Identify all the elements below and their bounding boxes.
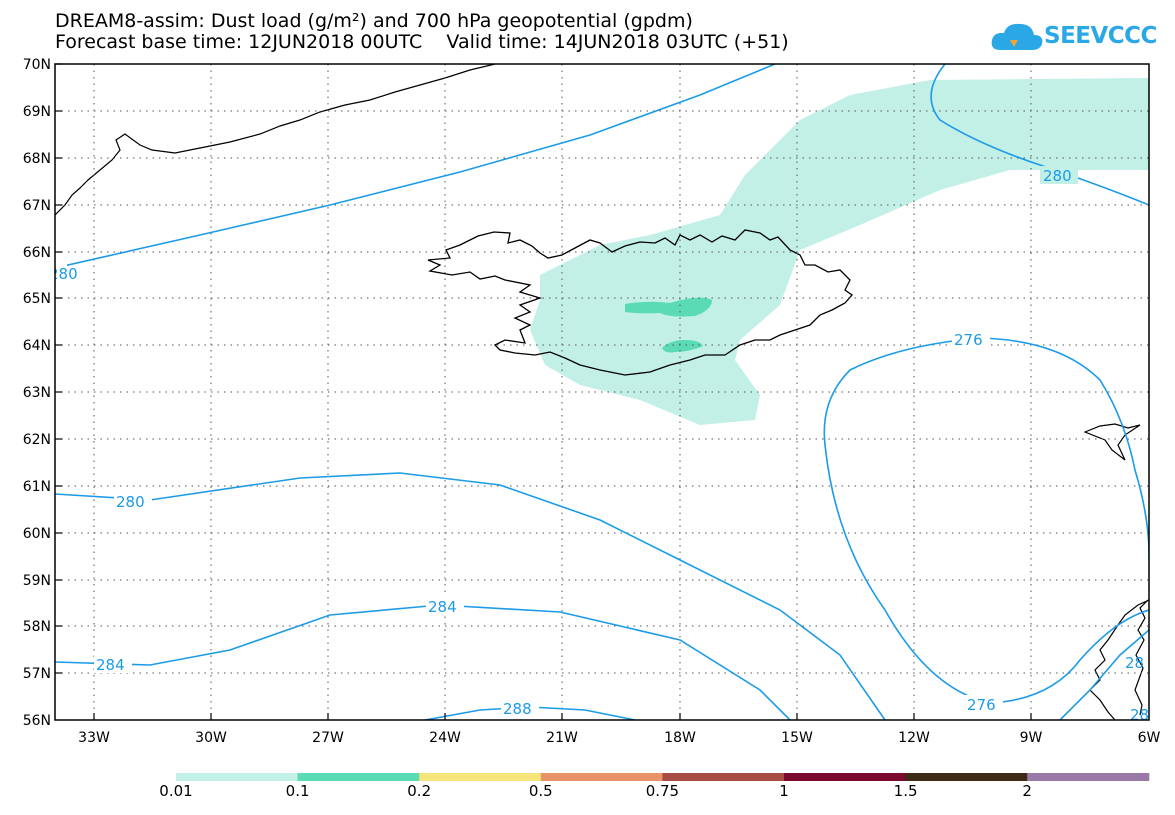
- dust-plume-light: [530, 78, 1149, 425]
- lon-label: 21W: [546, 730, 578, 746]
- contour-276: [823, 337, 1149, 704]
- grid: [55, 64, 1149, 720]
- colorbar-label: 1.5: [893, 782, 918, 800]
- iceland-coastline: [427, 229, 853, 376]
- lon-label: 12W: [898, 730, 930, 746]
- lat-label: 67N: [23, 198, 51, 214]
- lon-label: 18W: [664, 730, 696, 746]
- lat-label: 57N: [23, 666, 51, 682]
- lat-label: 70N: [23, 57, 51, 73]
- norway-coastline: [1089, 599, 1149, 720]
- contour-276-east: [1059, 629, 1149, 720]
- logo-text: SEEVCCC: [1044, 23, 1157, 49]
- latitude-labels: 70N 69N 68N 67N 66N 65N 64N 63N 62N 61N …: [23, 57, 51, 729]
- contour-label: 284: [96, 656, 125, 674]
- colorbar-label: 0.1: [285, 782, 310, 800]
- greenland-coastline: [55, 64, 496, 216]
- contour-280-north: [55, 64, 776, 269]
- contour-label: 284: [428, 598, 457, 616]
- contour-label: 28: [1130, 706, 1149, 724]
- contour-label: 276: [967, 696, 996, 714]
- dust-patch-medium: [662, 340, 703, 353]
- colorbar-label: 0.01: [159, 782, 193, 800]
- lon-label: 24W: [429, 730, 461, 746]
- lat-label: 60N: [23, 526, 51, 542]
- colorbar-label: 0.75: [645, 782, 680, 800]
- lon-label: 6W: [1138, 730, 1161, 746]
- colorbar-swatch: [540, 773, 663, 781]
- map-subtitle: Forecast base time: 12JUN2018 00UTC Vali…: [55, 31, 789, 53]
- colorbar-swatch: [662, 773, 785, 781]
- longitude-labels: 33W 30W 27W 24W 21W 18W 15W 12W 9W 6W: [78, 730, 1160, 746]
- lat-label: 65N: [23, 291, 51, 307]
- colorbar-label: 2: [1022, 782, 1032, 800]
- contour-label: 280: [1043, 167, 1072, 185]
- contour-label: 276: [954, 331, 983, 349]
- contour-label: 280: [116, 493, 145, 511]
- lon-label: 33W: [78, 730, 110, 746]
- map-title: DREAM8-assim: Dust load (g/m²) and 700 h…: [55, 10, 693, 32]
- contour-280-south: [55, 472, 886, 720]
- lat-label: 68N: [23, 151, 51, 167]
- lat-label: 69N: [23, 104, 51, 120]
- lat-label: 61N: [23, 479, 51, 495]
- lon-label: 9W: [1020, 730, 1043, 746]
- colorbar: [176, 773, 1150, 781]
- lon-label: 15W: [781, 730, 813, 746]
- lat-label: 62N: [23, 432, 51, 448]
- contour-label: 28: [1125, 654, 1144, 672]
- colorbar-swatch: [905, 773, 1028, 781]
- colorbar-swatch: [176, 773, 299, 781]
- colorbar-label: 1: [779, 782, 789, 800]
- contour-280-northeast: [930, 64, 1149, 206]
- lat-label: 56N: [23, 713, 51, 729]
- colorbar-swatch: [419, 773, 542, 781]
- dust-patch-medium: [625, 297, 712, 317]
- colorbar-label: 0.2: [407, 782, 432, 800]
- colorbar-swatch: [1027, 773, 1150, 781]
- contour-label: 288: [503, 700, 532, 718]
- lon-label: 30W: [195, 730, 227, 746]
- contour-label: 280: [49, 265, 78, 283]
- lat-label: 64N: [23, 338, 51, 354]
- lat-label: 58N: [23, 619, 51, 635]
- axis-ticks: [55, 63, 1032, 720]
- colorbar-swatch: [297, 773, 420, 781]
- colorbar-label: 0.5: [528, 782, 553, 800]
- cloud-icon: [991, 23, 1043, 50]
- lat-label: 66N: [23, 245, 51, 261]
- lat-label: 59N: [23, 573, 51, 589]
- lon-label: 27W: [312, 730, 344, 746]
- lat-label: 63N: [23, 385, 51, 401]
- colorbar-swatch: [784, 773, 907, 781]
